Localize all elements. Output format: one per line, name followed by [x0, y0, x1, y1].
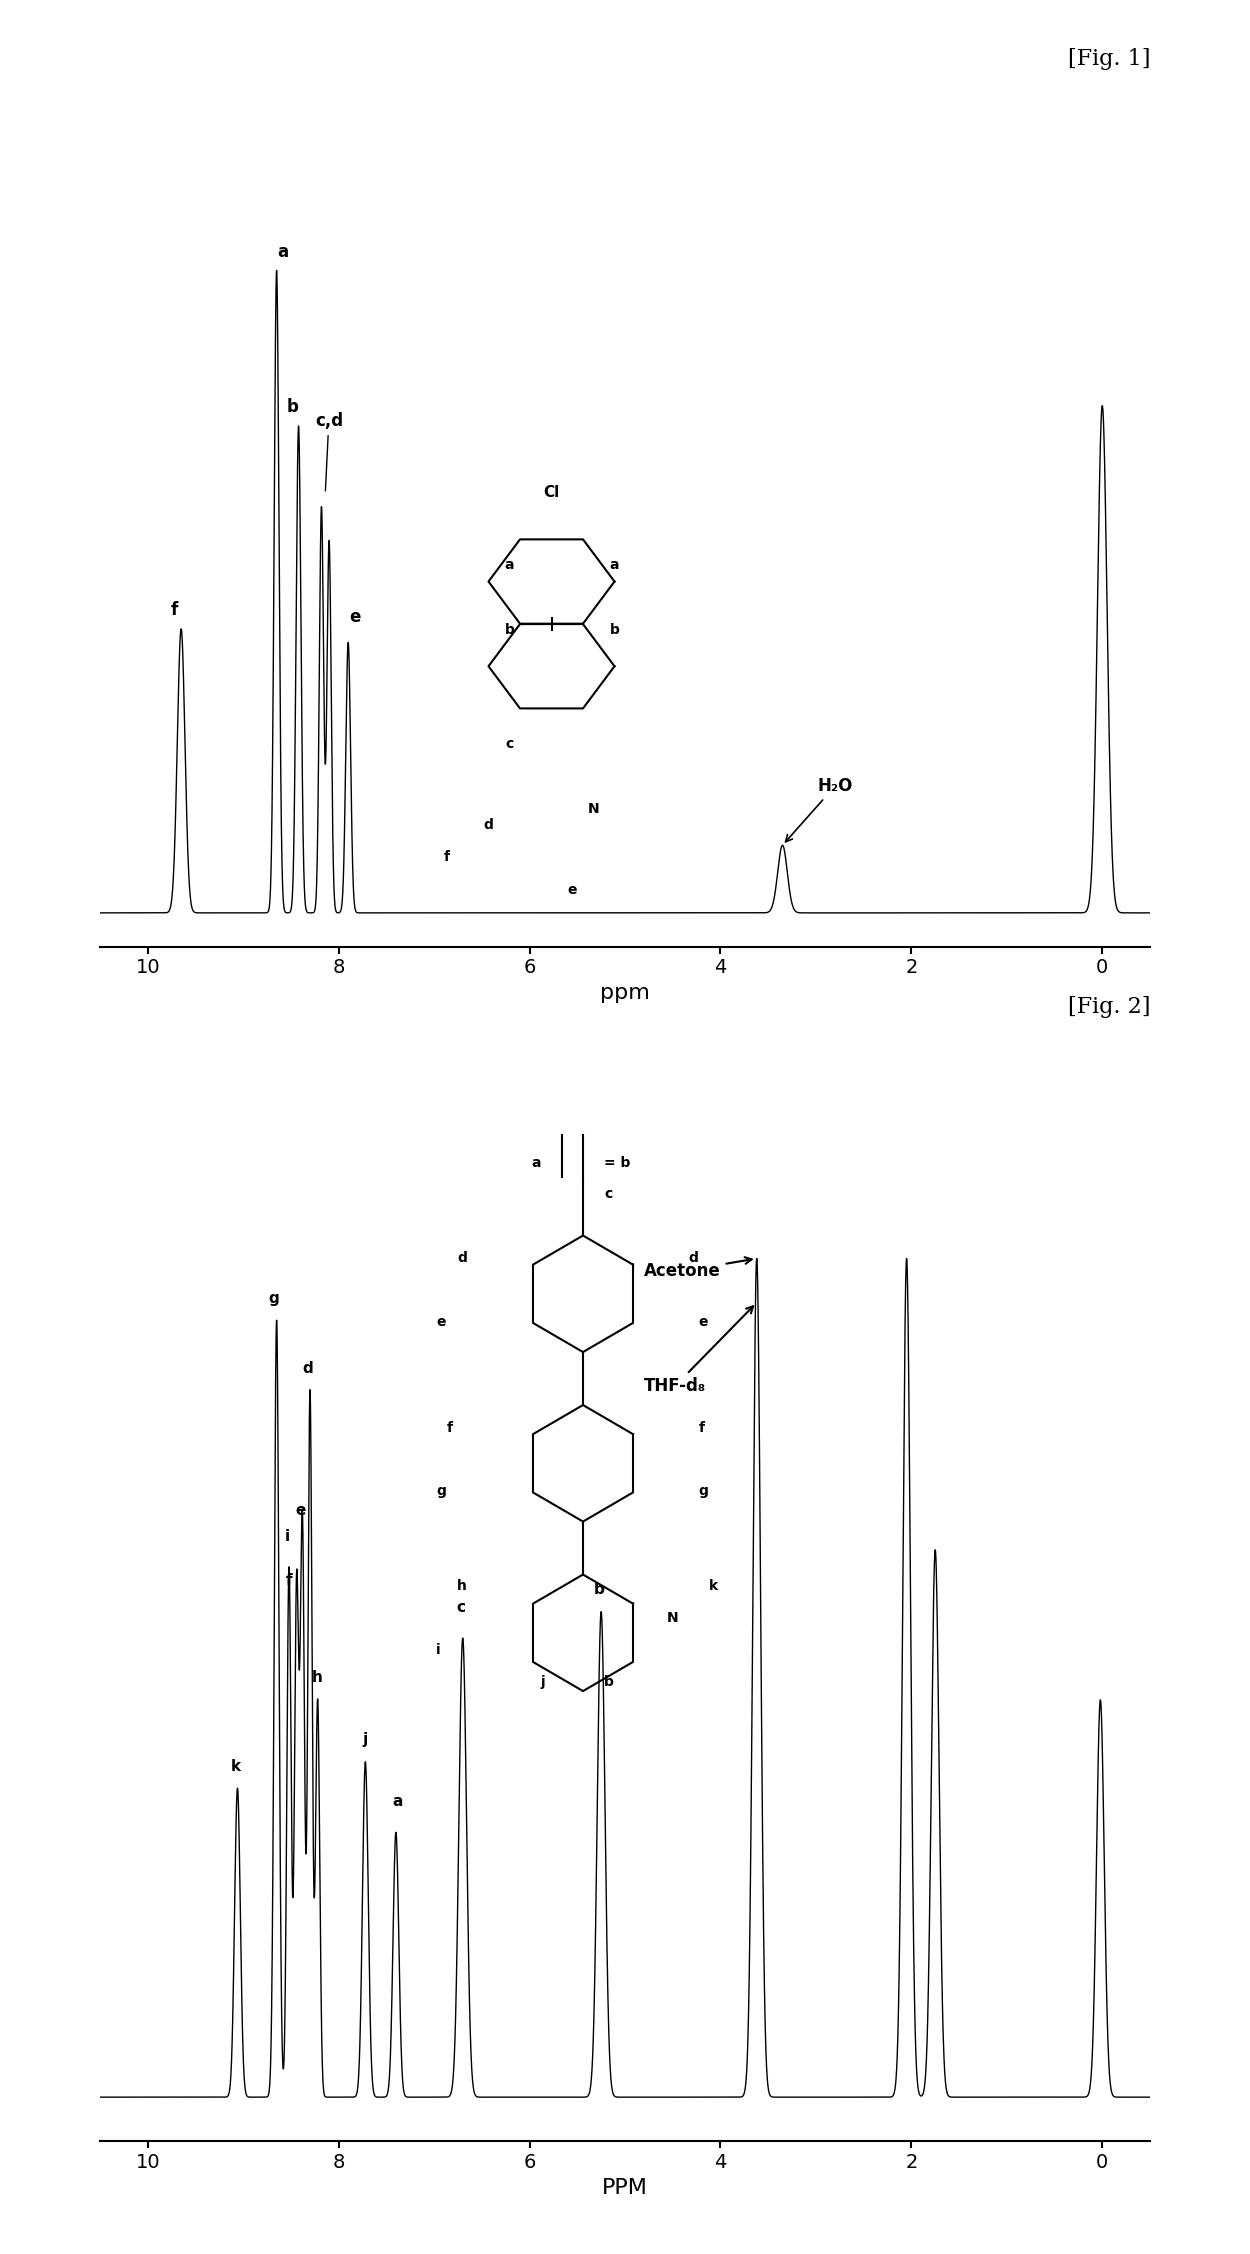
- Text: e: e: [699, 1314, 708, 1328]
- Text: c,d: c,d: [315, 412, 342, 491]
- Text: e: e: [568, 884, 578, 897]
- X-axis label: PPM: PPM: [602, 2177, 648, 2198]
- Text: N: N: [588, 802, 599, 816]
- Text: g: g: [699, 1483, 709, 1499]
- Text: f: f: [446, 1420, 452, 1434]
- Text: f: f: [171, 602, 177, 620]
- Text: k: k: [230, 1758, 240, 1774]
- Text: Cl: Cl: [544, 485, 560, 500]
- Text: f: f: [699, 1420, 705, 1434]
- Text: b: b: [288, 399, 299, 417]
- Text: a: a: [610, 559, 619, 573]
- Text: e: e: [295, 1503, 306, 1517]
- X-axis label: ppm: ppm: [600, 983, 650, 1003]
- Text: Acetone: Acetone: [644, 1258, 751, 1280]
- Text: a: a: [278, 243, 289, 261]
- Text: c: c: [505, 737, 514, 751]
- Text: d: d: [688, 1251, 698, 1264]
- Text: c: c: [456, 1600, 465, 1614]
- Text: d: d: [484, 818, 494, 832]
- Text: h: h: [458, 1580, 468, 1594]
- Text: b: b: [505, 622, 515, 638]
- Text: d: d: [302, 1361, 314, 1377]
- Text: e: e: [349, 609, 360, 627]
- Text: e: e: [436, 1314, 445, 1328]
- Text: j: j: [362, 1731, 368, 1747]
- Text: b: b: [594, 1582, 605, 1596]
- Text: a: a: [531, 1156, 541, 1170]
- Text: f: f: [444, 850, 450, 866]
- Text: [Fig. 1]: [Fig. 1]: [1068, 47, 1150, 70]
- Text: THF-d₈: THF-d₈: [644, 1307, 754, 1395]
- Text: c: c: [604, 1188, 612, 1201]
- Text: i: i: [436, 1643, 441, 1657]
- Text: a: a: [505, 559, 514, 573]
- Text: j: j: [541, 1675, 545, 1688]
- Text: h: h: [312, 1670, 322, 1686]
- Text: g: g: [269, 1292, 279, 1305]
- Text: b: b: [610, 622, 620, 638]
- Text: i: i: [285, 1528, 290, 1544]
- Text: = b: = b: [604, 1156, 630, 1170]
- Text: [Fig. 2]: [Fig. 2]: [1068, 996, 1150, 1019]
- Text: N: N: [668, 1612, 679, 1625]
- Text: k: k: [709, 1580, 717, 1594]
- Text: g: g: [436, 1483, 446, 1499]
- Text: f: f: [286, 1573, 292, 1589]
- Text: d: d: [458, 1251, 468, 1264]
- Text: H₂O: H₂O: [785, 778, 852, 841]
- Text: a: a: [392, 1794, 402, 1808]
- Text: b: b: [604, 1675, 614, 1688]
